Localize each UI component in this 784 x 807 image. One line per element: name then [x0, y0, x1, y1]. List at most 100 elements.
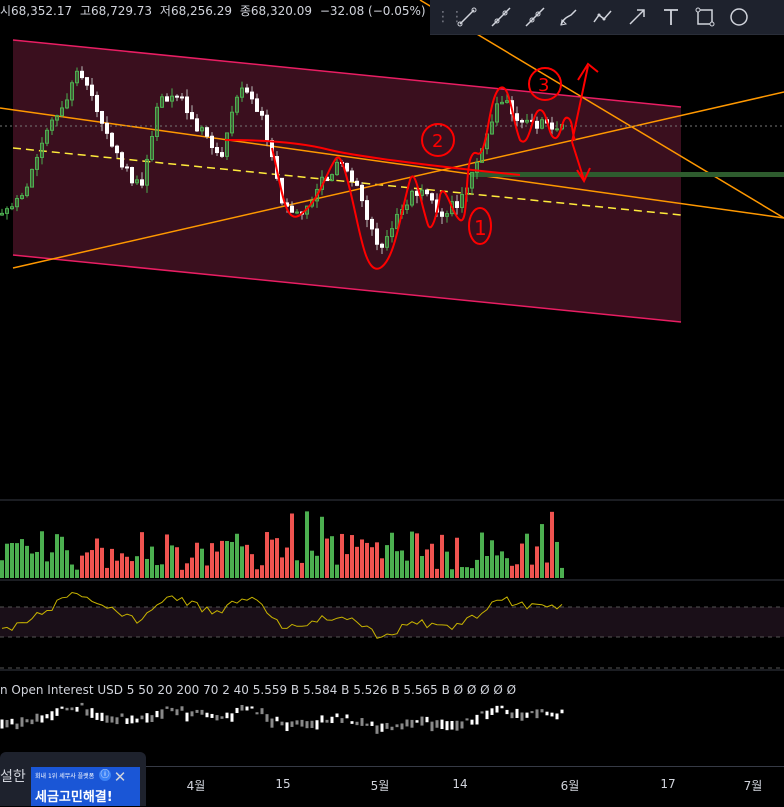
arrow-up-drawing[interactable]	[571, 62, 599, 143]
trendline-rising[interactable]	[12, 91, 784, 269]
open-interest-bar	[30, 719, 34, 725]
ohlc-change: −32.08 (−0.05%)	[319, 4, 426, 18]
candle-body	[475, 161, 479, 173]
ad-small-text: 회내 1위 세무사 플랫폼	[35, 773, 95, 780]
open-interest-bar	[340, 718, 344, 723]
brush-icon[interactable]	[552, 2, 586, 32]
candle-body	[385, 236, 389, 248]
open-interest-bar	[305, 721, 309, 729]
time-tick: 7월	[743, 779, 763, 793]
time-tick: 17	[660, 777, 676, 791]
ad-close-icon[interactable]: ✕	[113, 768, 127, 786]
arrow-down-drawing[interactable]	[571, 141, 591, 184]
text-icon[interactable]	[654, 2, 688, 32]
candle-body	[220, 152, 224, 157]
volume-bar	[30, 553, 34, 578]
candle-body	[170, 95, 174, 102]
open-interest-bar	[345, 714, 349, 719]
candles-group	[0, 66, 564, 255]
ad-info-icon[interactable]: ⓘ	[99, 769, 111, 781]
volume-bar	[105, 567, 109, 578]
time-axis[interactable]: 4월 15 5월 14 6월 17 7월	[0, 766, 784, 807]
volume-bar	[50, 552, 54, 578]
support-zone[interactable]	[470, 172, 784, 177]
hand-drawn-wave[interactable]	[271, 86, 576, 270]
open-interest-bar	[395, 724, 399, 728]
volume-bar	[160, 564, 164, 578]
volume-bar	[530, 564, 534, 578]
channel-top-line[interactable]	[12, 39, 682, 108]
ray-icon[interactable]	[484, 2, 518, 32]
volume-bar	[75, 569, 79, 578]
candle-body	[450, 201, 454, 215]
open-interest-bar	[445, 721, 449, 731]
open-interest-bar	[45, 714, 49, 719]
volume-bar	[430, 543, 434, 578]
volume-bar	[505, 558, 509, 578]
volume-bar	[90, 550, 94, 578]
volume-bar	[250, 554, 254, 578]
volume-bar	[405, 560, 409, 578]
annotation-circle-2[interactable]	[421, 123, 455, 157]
candle-body	[380, 243, 384, 248]
volume-bar	[205, 565, 209, 578]
annotation-circle-1[interactable]	[468, 207, 492, 245]
candle-body	[40, 142, 44, 158]
open-interest-bar	[505, 709, 509, 715]
open-interest-bar	[535, 709, 539, 719]
candle-body	[335, 161, 339, 176]
open-interest-bar	[0, 719, 4, 729]
candle-body	[225, 132, 229, 157]
time-tick: 6월	[560, 779, 580, 793]
open-interest-bar	[170, 707, 174, 712]
volume-bar	[215, 551, 219, 578]
ad-banner[interactable]: 회내 1위 세무사 플랫폼 세금고민해결! ⓘ	[31, 767, 140, 806]
arrow-icon[interactable]	[620, 2, 654, 32]
annotation-label-2: 2	[432, 131, 443, 152]
channel-bottom-line[interactable]	[12, 254, 682, 323]
candle-body	[410, 190, 414, 206]
volume-bar	[395, 551, 399, 578]
candle-body	[25, 186, 29, 197]
volume-bar	[290, 513, 294, 578]
volume-bar	[70, 564, 74, 578]
volume-bar	[555, 541, 559, 578]
volume-bar	[400, 550, 404, 578]
volume-bar	[45, 561, 49, 578]
open-interest-bar	[560, 709, 564, 714]
volume-bar	[285, 547, 289, 578]
channel-mid-line[interactable]	[12, 147, 682, 216]
candle-body	[255, 98, 259, 112]
candle-body	[195, 118, 199, 132]
volume-bar	[460, 567, 464, 578]
volume-bar	[275, 538, 279, 578]
hand-drawn-path[interactable]	[224, 139, 521, 176]
annotation-circle-3[interactable]	[528, 67, 562, 101]
volume-bar	[85, 552, 89, 578]
candle-body	[265, 114, 269, 142]
drag-handle-icon[interactable]: ⋮⋮	[436, 9, 464, 25]
rectangle-icon[interactable]	[688, 2, 722, 32]
candle-body	[520, 120, 524, 123]
open-interest-bar	[215, 715, 219, 721]
circle-icon[interactable]	[722, 2, 756, 32]
volume-bar	[100, 547, 104, 578]
trendline-falling-steep[interactable]	[419, 0, 784, 219]
candle-body	[200, 127, 204, 132]
volume-bar	[185, 563, 189, 578]
trend-line-icon[interactable]	[450, 2, 484, 32]
extended-line-icon[interactable]	[518, 2, 552, 32]
path-icon[interactable]	[586, 2, 620, 32]
volume-bar	[170, 545, 174, 578]
open-interest-bar	[405, 719, 409, 727]
open-interest-bar	[390, 726, 394, 731]
volume-bar	[195, 542, 199, 578]
volume-bar	[455, 537, 459, 578]
open-interest-bar	[350, 721, 354, 724]
open-interest-bar	[480, 711, 484, 714]
candle-body	[115, 145, 119, 154]
time-tick: 5월	[370, 779, 390, 793]
candle-body	[95, 94, 99, 112]
